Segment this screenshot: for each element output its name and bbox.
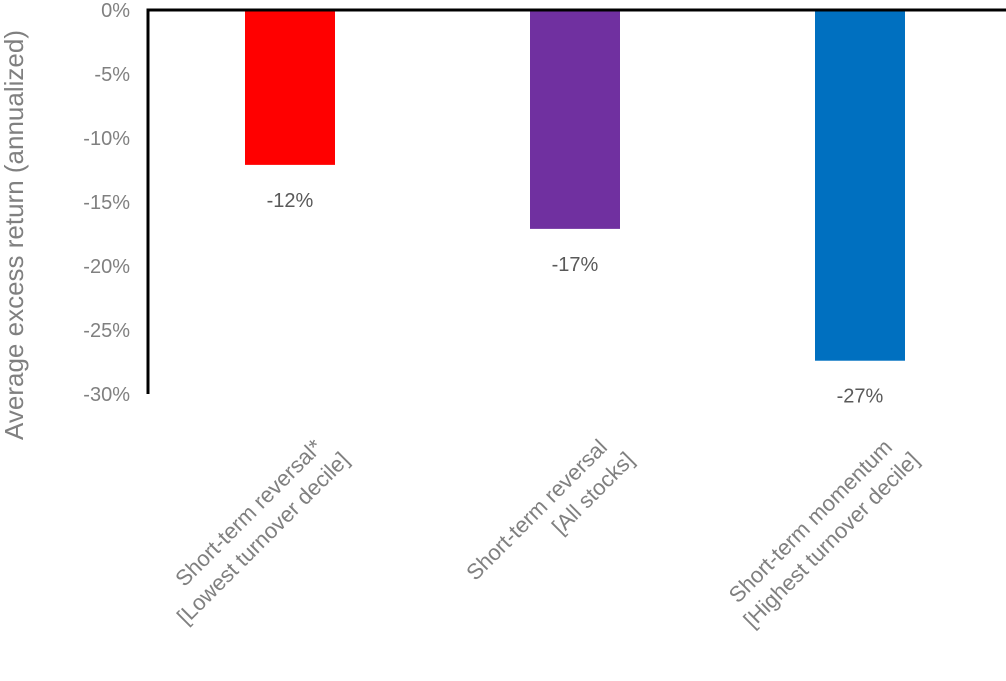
data-label: -27% [837, 386, 884, 408]
y-axis-title: Average excess return (annualized) [0, 30, 29, 440]
x-category-label: Short-term reversal*[Lowest turnover dec… [170, 434, 354, 629]
bar [530, 10, 620, 229]
x-category-label: Short-term momentum[Highest turnover dec… [724, 434, 924, 632]
y-tick-label: 0% [101, 0, 130, 22]
x-axis-category-labels: Short-term reversal*[Lowest turnover dec… [170, 434, 924, 632]
x-category-label-line1: Short-term momentum [724, 434, 897, 607]
y-axis-ticks: 0% -5% -10% -15% -20% -25% -30% [83, 0, 130, 406]
data-labels: -12% -17% -27% [267, 190, 884, 408]
y-tick-label: -15% [83, 192, 130, 214]
y-tick-label: -20% [83, 256, 130, 278]
y-tick-label: -10% [83, 128, 130, 150]
data-label: -12% [267, 190, 314, 212]
bar [815, 10, 905, 361]
x-category-label-line2: [Highest turnover decile] [738, 447, 923, 632]
bar [245, 10, 335, 165]
bars [245, 10, 905, 361]
data-label: -17% [552, 254, 599, 276]
y-tick-label: -25% [83, 320, 130, 342]
x-category-label: Short-term reversal[All stocks] [461, 434, 639, 585]
y-tick-label: -30% [83, 384, 130, 406]
y-tick-label: -5% [94, 64, 130, 86]
x-category-label-line2: [Lowest turnover decile] [172, 447, 354, 629]
